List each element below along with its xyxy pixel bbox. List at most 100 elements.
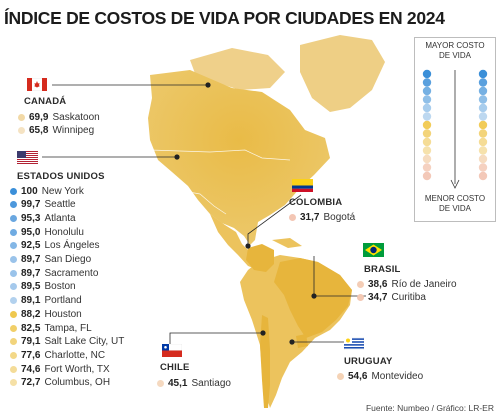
city-row: 88,2 Houston bbox=[10, 307, 82, 321]
canada-marker bbox=[205, 82, 211, 88]
caribbean-shape bbox=[272, 238, 302, 248]
legend-dot bbox=[478, 78, 488, 87]
city-name: Honolulu bbox=[44, 226, 84, 238]
city-row: 89,1 Portland bbox=[10, 294, 82, 308]
legend-dot bbox=[422, 78, 432, 87]
legend-dot bbox=[422, 171, 432, 181]
city-index-value: 54,6 bbox=[348, 370, 368, 382]
city-name: Columbus, OH bbox=[44, 377, 111, 389]
cost-dot-icon bbox=[10, 269, 17, 277]
legend-dot bbox=[478, 154, 488, 164]
city-name: Fort Worth, TX bbox=[44, 363, 110, 375]
cost-dot-icon bbox=[10, 297, 17, 305]
city-index-value: 34,7 bbox=[368, 291, 388, 303]
legend-low-label-line2: DE VIDA bbox=[438, 204, 471, 213]
legend-dot bbox=[478, 103, 488, 113]
city-name: Saskatoon bbox=[52, 111, 100, 123]
city-row: 100 New York bbox=[10, 184, 84, 198]
city-index-value: 100 bbox=[21, 185, 38, 197]
legend-dot bbox=[422, 163, 432, 172]
chile-marker bbox=[260, 330, 266, 336]
cost-legend: MAYOR COSTO DE VIDA MENOR COSTO DE VIDA bbox=[414, 37, 496, 222]
city-index-value: 89,5 bbox=[21, 281, 41, 293]
city-row: 74,6 Fort Worth, TX bbox=[10, 362, 110, 376]
cost-dot-icon bbox=[10, 351, 17, 359]
legend-dot bbox=[422, 146, 432, 155]
cost-dot-icon bbox=[10, 242, 17, 250]
cost-dot-icon bbox=[10, 338, 17, 346]
country-label-chile: CHILE bbox=[160, 362, 190, 373]
legend-dot bbox=[478, 146, 488, 155]
city-row: 95,0 Honolulu bbox=[10, 225, 84, 239]
usa-mexico-border bbox=[177, 189, 227, 215]
city-index-value: 77,6 bbox=[21, 349, 41, 361]
legend-arrow-down-icon bbox=[450, 179, 460, 189]
cost-dot-icon bbox=[10, 214, 17, 222]
city-row: 38,6 Río de Janeiro bbox=[357, 277, 457, 291]
city-row: 79,1 Salt Lake City, UT bbox=[10, 335, 124, 349]
brasil-marker bbox=[311, 293, 317, 299]
country-label-colombia: COLOMBIA bbox=[289, 197, 343, 208]
city-name: Bogotá bbox=[323, 211, 356, 223]
city-row: 82,5 Tampa, FL bbox=[10, 321, 92, 335]
city-index-value: 95,3 bbox=[21, 212, 41, 224]
city-index-value: 79,1 bbox=[21, 336, 41, 348]
cost-dot-icon bbox=[10, 324, 17, 332]
city-name: Seattle bbox=[44, 199, 76, 211]
city-index-value: 88,2 bbox=[21, 308, 41, 320]
city-index-value: 72,7 bbox=[21, 377, 41, 389]
city-index-value: 74,6 bbox=[21, 363, 41, 375]
legend-dot bbox=[478, 69, 488, 79]
legend-low-label-line1: MENOR COSTO bbox=[424, 194, 486, 203]
country-label-canada: CANADÁ bbox=[24, 96, 67, 107]
colombia-shape bbox=[246, 244, 274, 272]
cost-dot-icon bbox=[10, 283, 17, 291]
legend-dot bbox=[478, 120, 488, 130]
usa-flag-icon bbox=[17, 151, 38, 164]
city-row: 34,7 Curitiba bbox=[357, 290, 426, 304]
brasil-flag-icon bbox=[363, 243, 384, 257]
colombia-flag-icon bbox=[292, 179, 313, 192]
legend-dot bbox=[422, 137, 432, 147]
city-name: Charlotte, NC bbox=[44, 349, 106, 361]
source-credit: Fuente: Numbeo / Gráfico: LR-ER bbox=[365, 403, 494, 413]
country-label-brasil: BRASIL bbox=[364, 264, 401, 275]
city-row: 89,5 Boston bbox=[10, 280, 76, 294]
city-row: 89,7 San Diego bbox=[10, 253, 91, 267]
city-index-value: 95,0 bbox=[21, 226, 41, 238]
chile-shape bbox=[260, 315, 270, 408]
legend-dot bbox=[478, 137, 488, 147]
legend-dot bbox=[478, 129, 488, 138]
country-label-usa: ESTADOS UNIDOS bbox=[17, 171, 105, 182]
legend-dot bbox=[478, 86, 488, 96]
legend-dot bbox=[422, 86, 432, 96]
city-index-value: 31,7 bbox=[300, 211, 320, 223]
country-label-uruguay: URUGUAY bbox=[344, 356, 393, 367]
chile-flag-icon bbox=[162, 344, 182, 357]
cost-dot-icon bbox=[157, 379, 164, 387]
chile-connector bbox=[169, 332, 263, 357]
uruguay-flag-icon bbox=[344, 337, 364, 350]
usa-marker bbox=[174, 154, 180, 160]
cost-dot-icon bbox=[289, 213, 296, 221]
city-name: San Diego bbox=[44, 254, 92, 265]
city-index-value: 89,7 bbox=[21, 254, 41, 265]
cost-dot-icon bbox=[10, 365, 17, 373]
city-name: Santiago bbox=[191, 377, 231, 389]
city-row: 92,5 Los Ángeles bbox=[10, 239, 100, 253]
city-name: Sacramento bbox=[44, 267, 99, 279]
cost-dot-icon bbox=[10, 187, 17, 195]
legend-dot bbox=[422, 120, 432, 130]
city-index-value: 65,8 bbox=[29, 124, 49, 136]
legend-dot bbox=[422, 69, 432, 79]
north-america-shape bbox=[148, 70, 330, 245]
uruguay-marker bbox=[289, 339, 295, 345]
legend-dot bbox=[422, 112, 432, 121]
canada-flag-icon bbox=[27, 78, 47, 91]
legend-dot bbox=[422, 129, 432, 138]
city-name: Portland bbox=[44, 295, 82, 307]
legend-dot bbox=[422, 103, 432, 113]
city-row: 95,3 Atlanta bbox=[10, 211, 76, 225]
city-name: Atlanta bbox=[44, 212, 76, 224]
legend-dot bbox=[422, 154, 432, 164]
